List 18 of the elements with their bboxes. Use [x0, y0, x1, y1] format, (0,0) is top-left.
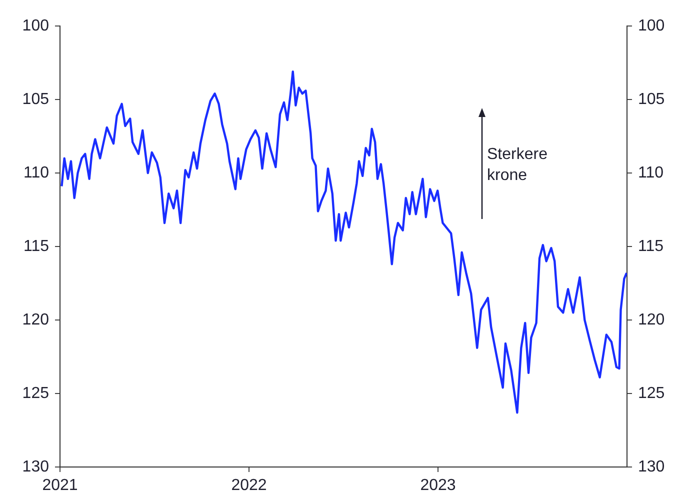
y2-tick-label: 100	[638, 17, 665, 34]
y-tick-label: 125	[22, 384, 50, 402]
y-tick-label: 105	[22, 90, 50, 108]
x-tick-label: 2021	[42, 477, 78, 494]
x-tick-label: 2022	[231, 477, 267, 494]
y-tick-label: 100	[22, 17, 50, 34]
y-tick-label: 115	[23, 238, 50, 255]
y2-tick-label: 120	[638, 311, 665, 328]
y2-tick-label: 130	[638, 458, 665, 476]
y2-tick-label: 115	[638, 238, 664, 255]
annotation: Sterkere krone	[487, 145, 548, 186]
y2-tick-label: 105	[638, 90, 665, 108]
y2-tick-label: 125	[638, 384, 665, 402]
y-tick-label: 130	[22, 458, 50, 476]
x-tick-label: 2023	[420, 477, 456, 494]
y-tick-label: 120	[22, 311, 50, 328]
y-tick-label: 110	[23, 164, 50, 182]
y2-tick-label: 110	[638, 164, 664, 182]
